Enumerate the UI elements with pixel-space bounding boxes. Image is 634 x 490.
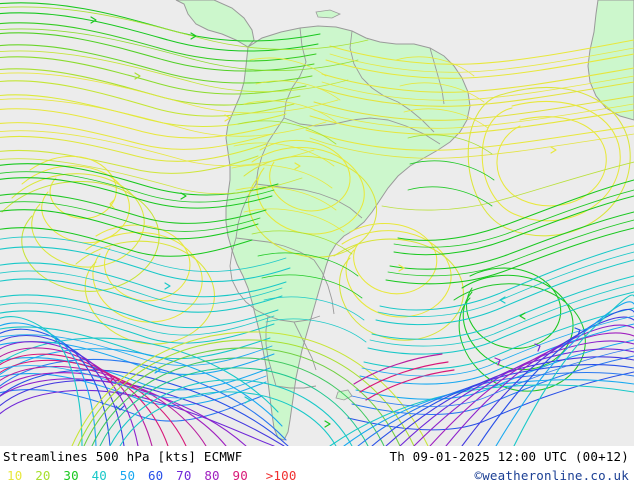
legend-value-50: 50 xyxy=(119,468,136,483)
legend-value-20: 20 xyxy=(35,468,51,483)
streamline-map-canvas[interactable] xyxy=(0,0,634,446)
legend-value-30: 30 xyxy=(63,468,79,483)
landmass-layer xyxy=(175,0,634,441)
product-title: Streamlines 500 hPa [kts] ECMWF xyxy=(3,449,243,464)
legend-value-10: 10 xyxy=(7,468,23,483)
map-svg xyxy=(0,0,634,446)
land-caribbean-islands xyxy=(315,9,341,19)
legend-value-90: 90 xyxy=(232,468,248,483)
wind-speed-legend: 10 20 30 40 50 60 70 80 90 >100 xyxy=(7,468,302,483)
land-south-america xyxy=(225,25,471,441)
legend-value-60: 60 xyxy=(147,468,164,483)
forecast-valid-time: Th 09-01-2025 12:00 UTC (00+12) xyxy=(389,449,629,464)
legend-value-40: 40 xyxy=(91,468,108,483)
map-footer: Streamlines 500 hPa [kts] ECMWF 10 20 30… xyxy=(0,446,634,490)
legend-value-70: 70 xyxy=(176,468,192,483)
land-central-america xyxy=(175,0,255,48)
legend-value-100: >100 xyxy=(265,468,297,483)
political-borders-layer xyxy=(229,27,445,389)
streamlines-layer xyxy=(0,2,634,446)
legend-value-80: 80 xyxy=(204,468,220,483)
copyright-credit: ©weatheronline.co.uk xyxy=(474,468,629,483)
streamline-arrow-markers xyxy=(90,16,581,428)
